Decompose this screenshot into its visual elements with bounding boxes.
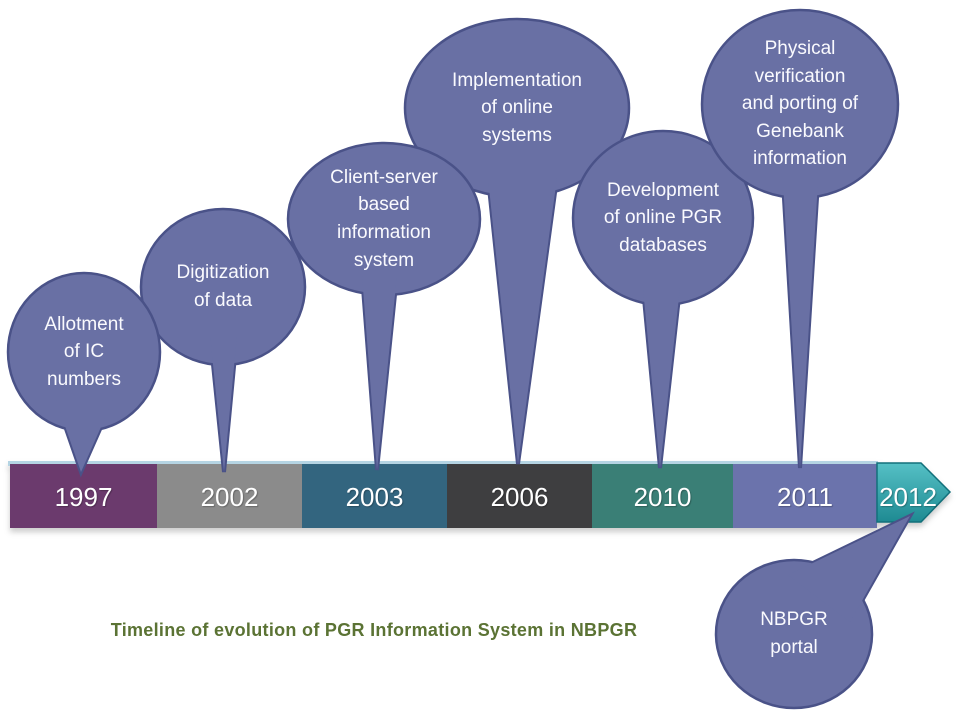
timeline-segment-2002 [157,464,302,528]
balloon-label-physical-verification: Physical verification and porting of Gen… [741,38,859,170]
timeline-segment-2003 [302,464,447,528]
balloon-development-pgr-databases [571,129,755,469]
balloon-client-server-system [286,141,482,471]
balloon-allotment-ic-numbers [6,271,162,478]
balloon-label-implementation: Implementation of online systems [452,69,582,146]
balloon-implementation-online-systems [403,17,631,465]
balloon-physical-verification [700,8,900,469]
year-label-2011: 2011 [777,482,833,512]
caption-title: Timeline of evolution of PGR Information… [110,620,638,640]
balloon-label-allotment: Allotment of IC numbers [44,313,124,390]
year-label-2012: 2012 [879,482,937,512]
balloon-nbpgr-portal [714,511,915,710]
balloon-label-development: Development of online PGR databases [603,179,723,256]
balloon-label-digitization: Digitization of data [176,262,270,311]
timeline-segment-2011 [733,464,877,528]
timeline-segment-1997 [10,464,157,528]
year-label-1997: 1997 [54,482,113,512]
year-label-2006: 2006 [490,482,549,512]
balloon-label-client-server: Client-server based information system [330,166,438,271]
timeline-segment-2012-arrow [876,462,952,523]
bar-top-highlight [8,461,878,466]
balloon-digitization-of-data [139,207,307,473]
balloon-label-nbpgr-portal: NBPGR portal [760,609,828,658]
timeline-segment-2006 [447,464,592,528]
timeline-segment-2010 [592,464,733,528]
timeline-bar [8,461,952,528]
year-label-2010: 2010 [633,482,692,512]
year-label-2003: 2003 [345,482,404,512]
year-label-2002: 2002 [200,482,259,512]
